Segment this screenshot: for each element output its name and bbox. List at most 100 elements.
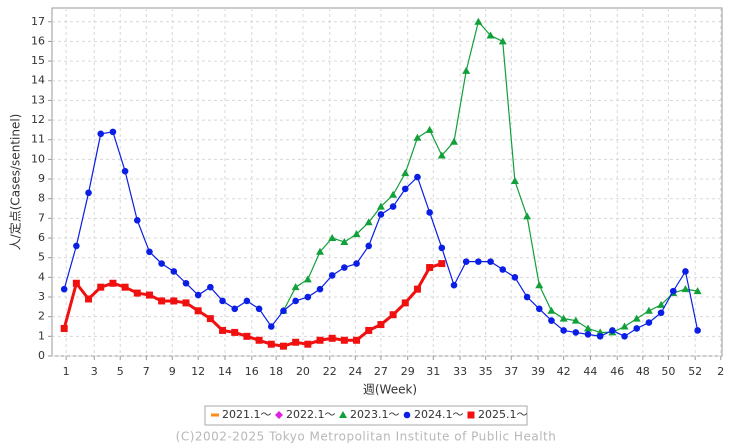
data-point <box>316 285 324 293</box>
data-point <box>72 279 80 287</box>
data-point <box>353 336 361 344</box>
data-point <box>121 167 129 175</box>
legend-marker <box>211 413 219 417</box>
data-point <box>243 332 251 340</box>
data-point <box>341 264 348 271</box>
x-tick-label: 35 <box>479 365 493 378</box>
x-tick-label: 3 <box>91 365 98 378</box>
data-point <box>304 340 312 348</box>
x-tick-label: 48 <box>636 365 650 378</box>
data-point <box>243 297 251 305</box>
data-point <box>267 340 275 348</box>
x-tick-label: 2 <box>717 365 724 378</box>
y-tick-label: 1 <box>38 329 45 342</box>
x-tick-label: 5 <box>117 365 124 378</box>
data-point <box>510 177 519 185</box>
data-point <box>426 209 433 216</box>
legend-marker <box>403 411 411 419</box>
data-point <box>450 137 458 145</box>
y-tick-label: 4 <box>38 270 45 283</box>
data-point <box>267 323 275 330</box>
x-tick-label: 12 <box>191 365 205 378</box>
y-tick-label: 0 <box>38 349 45 362</box>
data-point <box>584 324 592 332</box>
data-point <box>109 128 117 136</box>
data-point <box>572 329 580 336</box>
data-point <box>669 287 677 295</box>
data-point <box>438 260 446 268</box>
data-point <box>535 305 543 313</box>
x-tick-label: 50 <box>661 365 675 378</box>
data-point <box>219 326 227 334</box>
data-point <box>548 317 555 324</box>
legend-marker <box>275 411 283 419</box>
y-tick-label: 12 <box>31 113 45 126</box>
data-point <box>352 230 361 238</box>
data-point <box>413 133 422 141</box>
data-point <box>316 336 324 344</box>
data-point <box>328 272 336 279</box>
data-point <box>486 31 495 39</box>
data-point <box>596 328 605 336</box>
data-point <box>425 125 434 133</box>
x-tick-label: 33 <box>453 365 467 378</box>
data-point <box>413 285 421 293</box>
data-point <box>645 319 653 326</box>
y-tick-label: 3 <box>38 290 45 303</box>
y-tick-label: 10 <box>31 152 45 165</box>
data-point <box>401 169 410 177</box>
data-point <box>219 297 226 305</box>
data-point <box>60 324 68 332</box>
x-tick-label: 27 <box>374 365 388 378</box>
data-point <box>693 287 702 295</box>
x-tick-label: 29 <box>401 365 415 378</box>
data-point <box>535 281 544 289</box>
x-tick-label: 7 <box>143 365 150 378</box>
legend-label: 2022.1～ <box>286 408 336 421</box>
data-point <box>85 189 92 197</box>
y-tick-label: 6 <box>38 231 45 244</box>
x-tick-label: 31 <box>426 365 440 378</box>
y-tick-label: 13 <box>31 93 45 106</box>
y-tick-label: 15 <box>31 54 45 67</box>
data-point <box>559 314 568 322</box>
data-point <box>620 322 629 330</box>
data-point <box>292 338 300 346</box>
x-tick-label: 52 <box>688 365 702 378</box>
y-tick-label: 11 <box>31 133 45 146</box>
data-point <box>109 279 117 287</box>
data-point <box>474 17 483 25</box>
data-point <box>206 315 214 323</box>
data-point <box>60 285 68 293</box>
legend-label: 2024.1～ <box>414 408 464 421</box>
x-tick-label: 42 <box>557 365 571 378</box>
data-point <box>621 333 628 340</box>
data-point <box>170 297 178 305</box>
data-point <box>194 307 202 315</box>
data-point <box>657 309 665 317</box>
footer: (C)2002-2025 Tokyo Metropolitan Institut… <box>176 430 557 444</box>
data-point <box>182 299 190 307</box>
data-point <box>462 258 470 265</box>
data-point <box>292 297 299 305</box>
data-point <box>133 289 141 297</box>
data-point <box>303 275 312 283</box>
legend-label: 2025.1～ <box>478 408 528 421</box>
x-tick-label: 18 <box>269 365 283 378</box>
legend-marker <box>467 411 475 419</box>
data-point <box>85 295 93 303</box>
data-point <box>231 328 239 336</box>
data-point <box>584 331 592 338</box>
data-point <box>437 151 446 159</box>
data-point <box>158 260 165 267</box>
data-point <box>97 283 105 291</box>
data-point <box>377 321 385 329</box>
data-point <box>73 242 80 250</box>
legend-marker <box>339 411 347 418</box>
y-tick-label: 9 <box>38 172 45 185</box>
y-tick-label: 14 <box>31 74 45 87</box>
x-tick-label: 14 <box>218 365 232 378</box>
data-point <box>632 314 641 322</box>
